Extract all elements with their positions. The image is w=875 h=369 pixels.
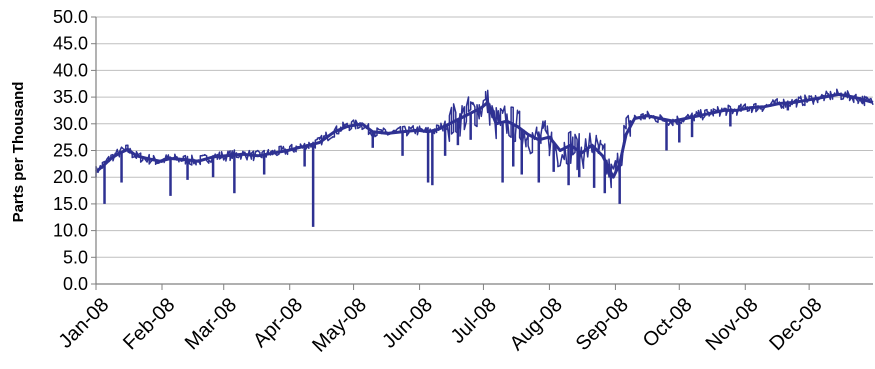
x-tick-label: Nov-08 [702,294,763,355]
y-tick-label: 15.0 [53,194,88,214]
y-tick-label: 20.0 [53,167,88,187]
x-tick-label: Jun-08 [378,294,437,353]
axes [95,17,873,285]
y-tick-label: 30.0 [53,114,88,134]
x-tick-label: Jan-08 [55,294,114,353]
series-noise [95,88,874,189]
y-tick-label: 45.0 [53,34,88,54]
x-tick-label: Sep-08 [572,294,633,355]
y-tick-label: 25.0 [53,141,88,161]
x-tick-label: May-08 [308,294,371,357]
y-tick-label: 35.0 [53,87,88,107]
gridlines [96,16,873,258]
y-tick-label: 5.0 [63,247,88,267]
x-tick-label: Feb-08 [119,294,179,354]
y-axis-ticks: 0.0 5.0 10.0 15.0 20.0 25.0 30.0 35.0 40.0 45.0 50… [53,7,96,294]
y-tick-label: 50.0 [53,7,88,27]
y-tick-label: 0.0 [63,274,88,294]
x-tick-label: Dec-08 [765,294,826,355]
x-tick-label: Aug-08 [506,294,567,355]
y-tick-label: 10.0 [53,221,88,241]
x-tick-label: Mar-08 [181,294,241,354]
x-axis-ticks: Jan-08 Feb-08 Mar-08 Apr-08 May-08 Jun-08 Jul-… [55,284,827,357]
series-layer [95,88,874,227]
y-axis-title: Parts per Thousand [10,82,27,223]
x-tick-label: Jul-08 [447,294,501,348]
x-tick-label: Oct-08 [639,294,697,352]
y-tick-label: 40.0 [53,60,88,80]
x-tick-label: Apr-08 [249,294,307,352]
